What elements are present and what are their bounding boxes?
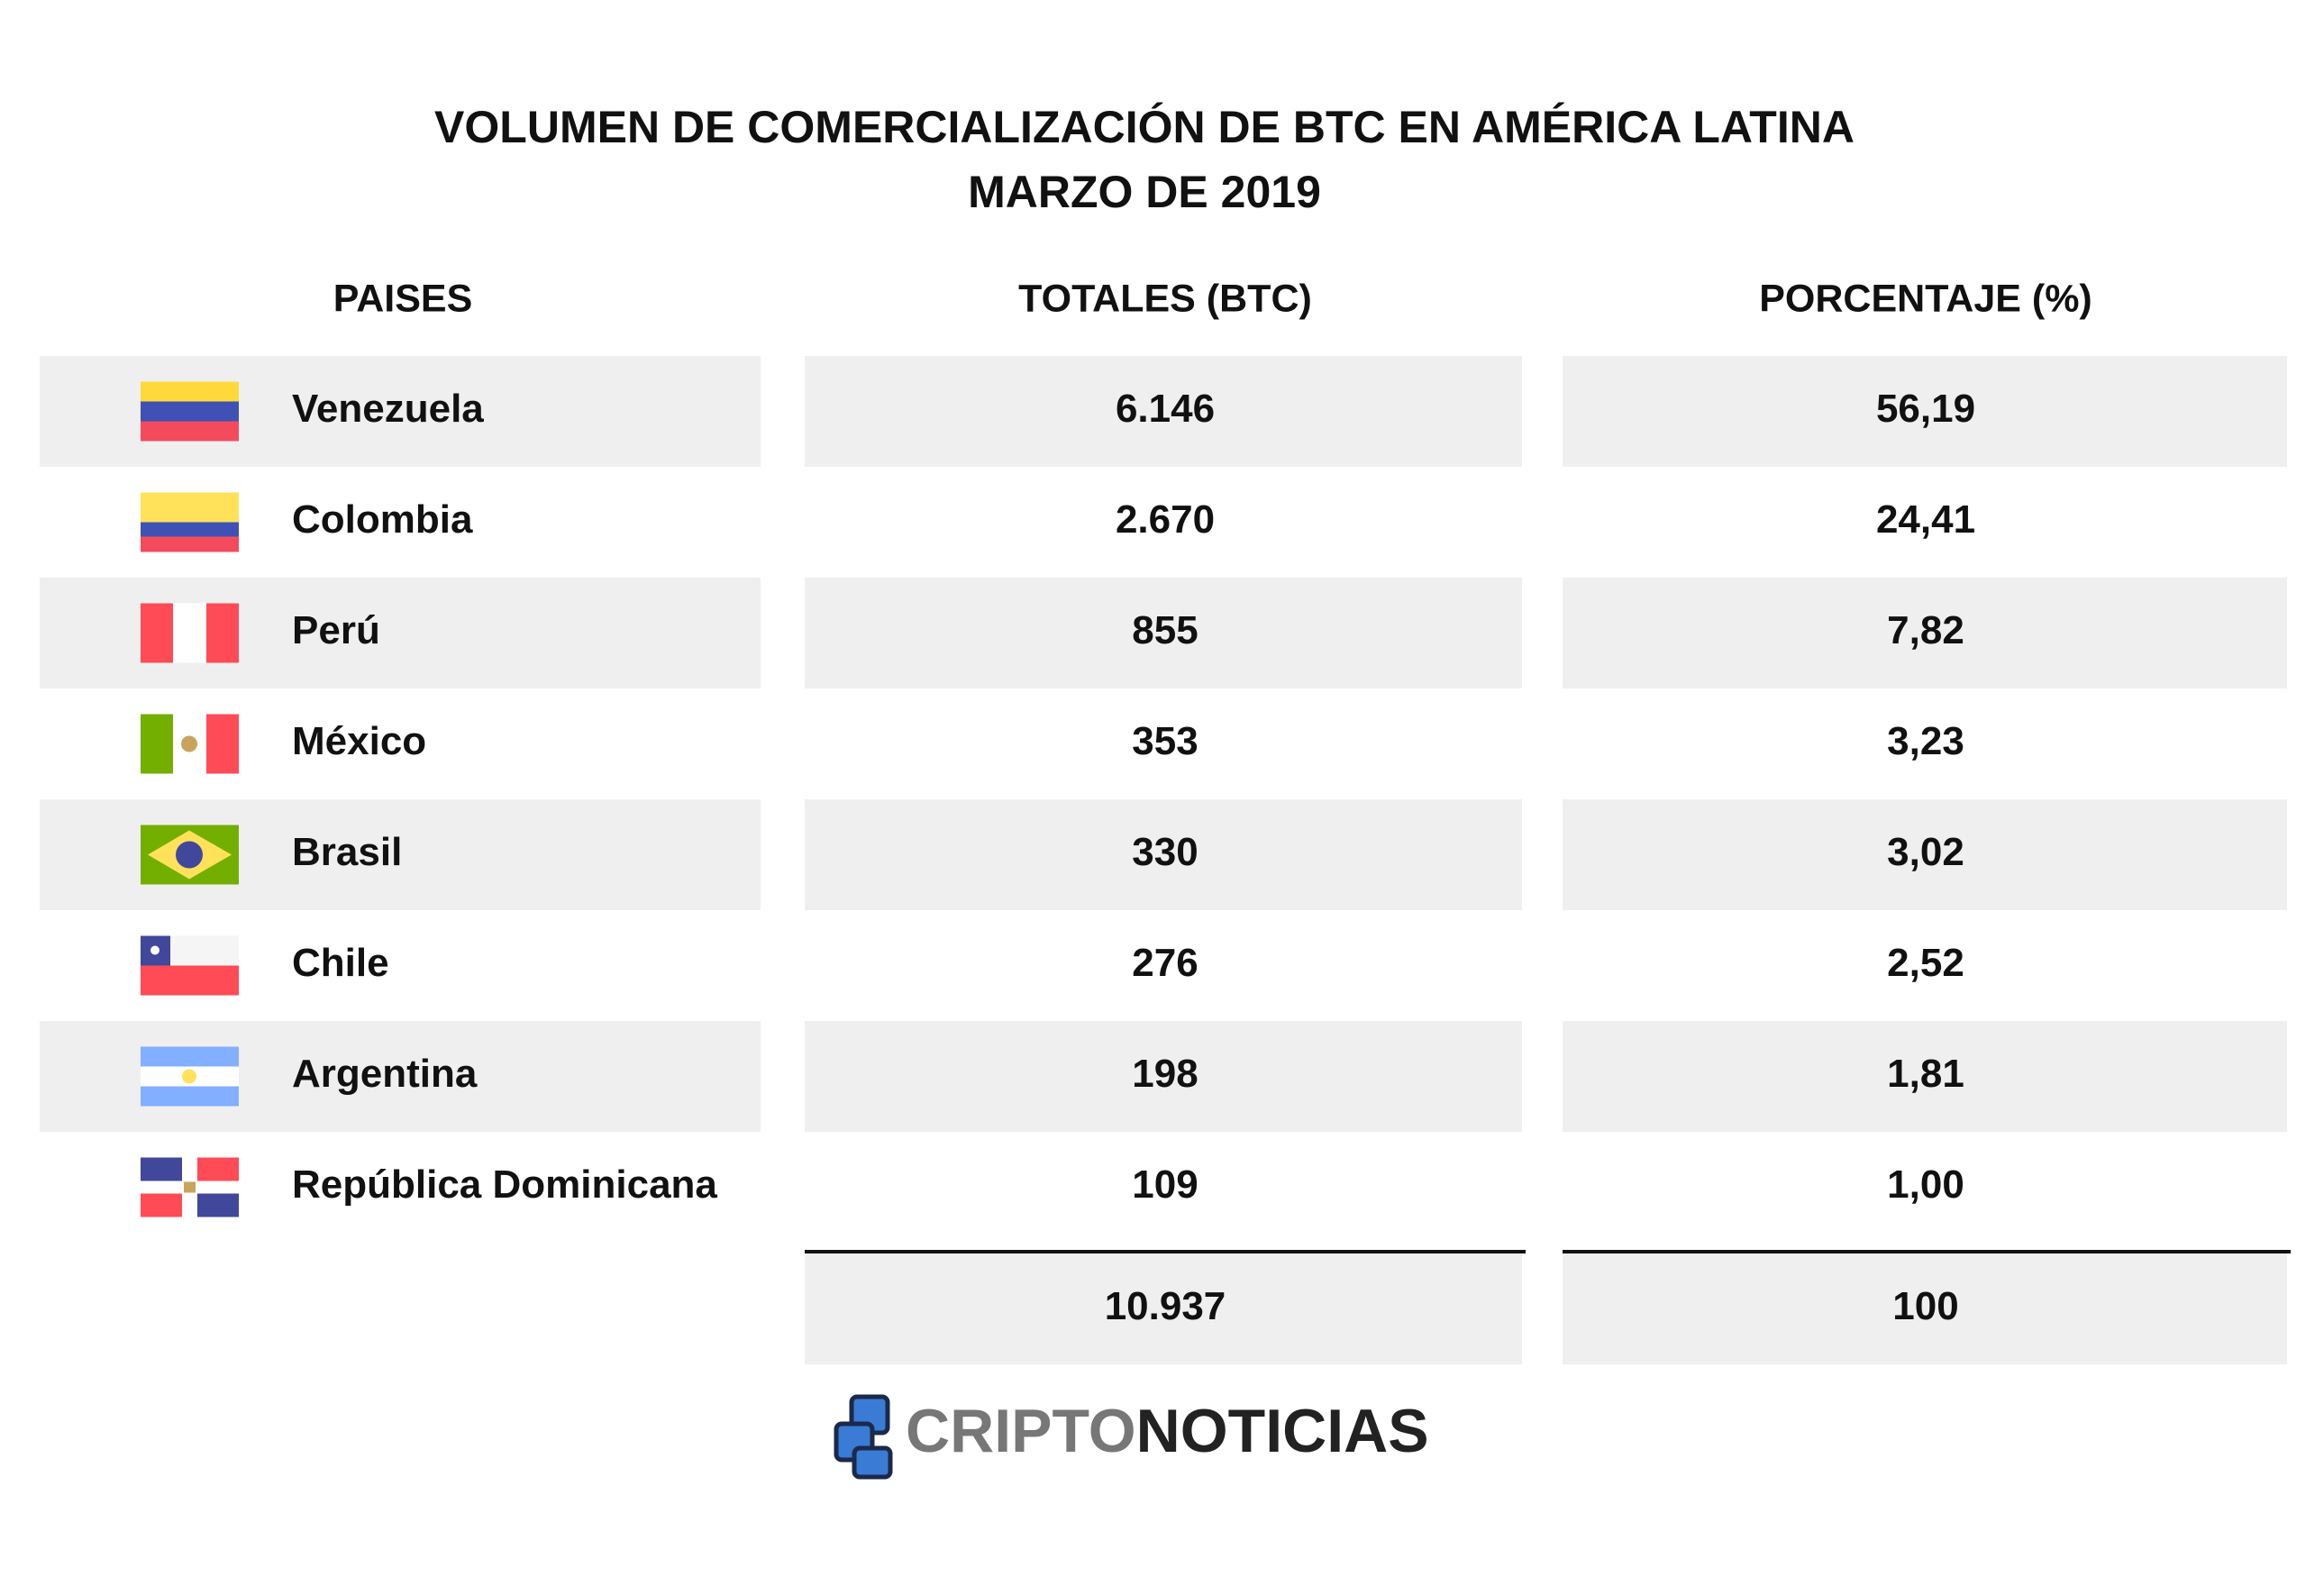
percent-value: 2,52: [1887, 941, 1964, 985]
total-value: 2.670: [1116, 497, 1215, 542]
flag-part: [182, 1069, 196, 1084]
flag-part: [141, 1046, 239, 1067]
percent-value: 1,81: [1887, 1052, 1964, 1096]
flag-part: [141, 1086, 239, 1107]
flag-part: [184, 1181, 196, 1193]
total-background: [805, 1253, 1522, 1364]
total-background: [1563, 1253, 2287, 1364]
flag: [141, 492, 239, 552]
column-header: TOTALES (BTC): [1018, 277, 1312, 320]
country-name: Colombia: [292, 497, 473, 542]
flag-part: [176, 841, 203, 869]
logo-part: CRIPTO: [906, 1397, 1136, 1465]
row-background: [805, 1021, 1522, 1132]
flag: [141, 714, 239, 774]
total-value: 276: [1132, 941, 1198, 985]
logo-part: NOTICIAS: [1136, 1397, 1429, 1465]
row-background: [1563, 1021, 2287, 1132]
country-name: Chile: [292, 941, 389, 985]
total-value: 330: [1132, 830, 1198, 874]
country-name: República Dominicana: [292, 1162, 717, 1207]
percent-value: 24,41: [1876, 497, 1975, 542]
flag: [141, 1157, 239, 1217]
flag-part: [150, 945, 159, 955]
row-background: [1563, 578, 2287, 688]
flag: [141, 1046, 239, 1107]
logo-text: CRIPTONOTICIAS: [906, 1397, 1429, 1465]
total-cell: 10.937: [1105, 1284, 1226, 1328]
total-value: 198: [1132, 1052, 1198, 1096]
flag-part: [197, 1157, 239, 1181]
flag-part: [141, 1193, 182, 1217]
flag-part: [141, 1157, 182, 1181]
flag-part: [141, 492, 239, 523]
flag-part: [141, 536, 239, 552]
flag-part: [197, 1193, 239, 1217]
row-background: [805, 799, 1522, 910]
country-name: Argentina: [292, 1052, 478, 1096]
country-name: Brasil: [292, 830, 402, 874]
percent-value: 1,00: [1887, 1162, 1964, 1207]
country-name: Venezuela: [292, 387, 484, 431]
total-value: 855: [1132, 608, 1198, 652]
logo-icon: [834, 1394, 893, 1480]
percent-value: 3,02: [1887, 830, 1964, 874]
country-name: Perú: [292, 608, 380, 652]
flag-part: [141, 603, 173, 663]
column-header: PORCENTAJE (%): [1759, 277, 2092, 320]
total-value: 6.146: [1116, 387, 1215, 431]
flag-part: [141, 401, 239, 422]
flag: [141, 381, 239, 442]
flag: [141, 603, 239, 663]
percent-value: 56,19: [1876, 387, 1975, 431]
flag-part: [206, 714, 239, 774]
flag-part: [141, 421, 239, 442]
total-cell: 100: [1892, 1284, 1958, 1328]
total-value: 109: [1132, 1162, 1198, 1207]
title: VOLUMEN DE COMERCIALIZACIÓN DE BTC EN AM…: [434, 102, 1855, 152]
flag-part: [141, 965, 239, 996]
flag-part: [141, 714, 173, 774]
percent-value: 3,23: [1887, 719, 1964, 763]
country-name: México: [292, 719, 426, 763]
row-background: [1563, 799, 2287, 910]
flag-part: [181, 735, 197, 752]
row-background: [805, 578, 1522, 688]
flag-part: [141, 522, 239, 537]
row-background: [1563, 356, 2287, 467]
flag-part: [141, 381, 239, 402]
flag: [141, 935, 239, 996]
row-background: [805, 356, 1522, 467]
column-header: PAISES: [333, 277, 473, 320]
subtitle: MARZO DE 2019: [968, 167, 1321, 217]
percent-value: 7,82: [1887, 608, 1964, 652]
flag-part: [173, 603, 206, 663]
flag: [141, 825, 239, 885]
total-value: 353: [1132, 719, 1198, 763]
flag-part: [206, 603, 239, 663]
